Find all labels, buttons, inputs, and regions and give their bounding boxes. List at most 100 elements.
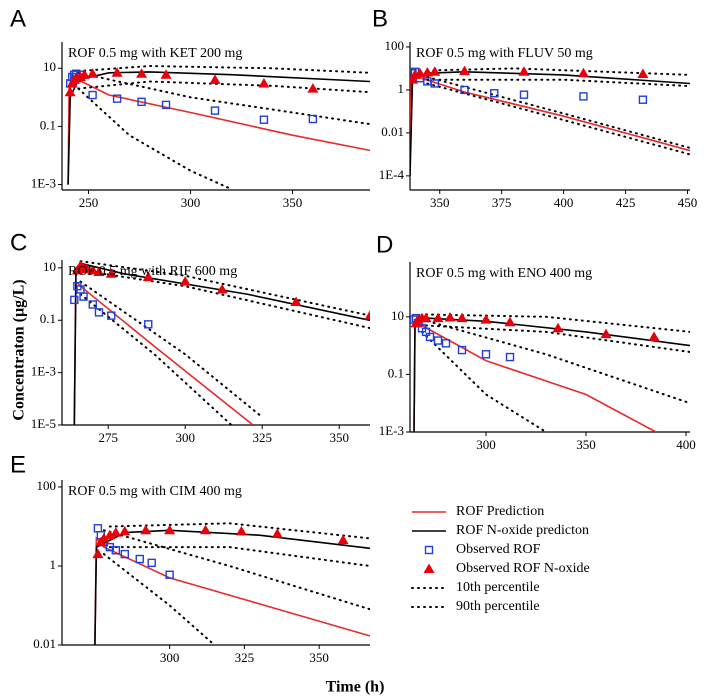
prediction-line <box>413 317 690 432</box>
panel-title: ROF 0.5 mg with FLUV 50 mg <box>416 46 593 61</box>
observed-rof <box>481 350 491 359</box>
observed-n-oxide <box>271 528 283 538</box>
panel-title: ROF 0.5 mg with CIM 400 mg <box>68 484 242 499</box>
y-tick-label: 1E-5 <box>31 416 56 431</box>
observed-n-oxide <box>600 328 612 339</box>
legend-label: ROF Prediction <box>456 504 544 519</box>
y-tick-label: 0.1 <box>40 311 56 326</box>
observed-n-oxide <box>111 67 123 77</box>
prediction-line <box>73 262 370 425</box>
legend-label: 10th percentile <box>456 580 540 595</box>
prediction-line <box>67 71 370 185</box>
observed-n-oxide <box>136 68 148 78</box>
observed-n-oxide <box>637 68 649 79</box>
y-tick-label: 10 <box>43 59 56 74</box>
percentile-line <box>426 67 690 149</box>
observed-rof <box>112 94 122 103</box>
panel: C 1E-5 1E-3 0.1 10 275 300 325 350 ROF 0.5 mg wit… <box>10 229 370 445</box>
observed-n-oxide <box>235 525 247 536</box>
x-tick-label: 300 <box>160 650 180 665</box>
observed-n-oxide <box>164 524 176 535</box>
y-tick-label: 0.01 <box>33 636 56 651</box>
x-tick-label: 400 <box>676 437 696 452</box>
y-tick-label: 100 <box>37 478 57 493</box>
observed-rof <box>70 295 79 305</box>
y-tick-label: 0.1 <box>388 365 404 380</box>
observed-n-oxide <box>421 66 433 77</box>
observed-rof <box>308 114 318 124</box>
y-tick-label: 10 <box>391 308 404 323</box>
percentile-line <box>421 313 690 405</box>
observed-n-oxide <box>364 310 370 320</box>
observed-rof <box>88 90 97 100</box>
observed-rof <box>433 336 443 345</box>
observed-rof <box>107 311 116 320</box>
plot-area <box>410 311 690 432</box>
legend-marker <box>424 545 434 555</box>
observed-rof <box>147 558 156 568</box>
x-tick-label: 275 <box>98 430 118 445</box>
observed-n-oxide <box>87 264 99 275</box>
observed-n-oxide <box>552 322 564 333</box>
observed-rof <box>111 546 121 555</box>
y-tick-label: 0.1 <box>40 117 56 132</box>
observed-rof <box>505 352 515 362</box>
observed-n-oxide <box>92 548 104 559</box>
prediction-line <box>94 536 370 645</box>
y-tick-label: 0.01 <box>381 124 404 139</box>
observed-n-oxide <box>93 266 105 276</box>
observed-n-oxide <box>414 67 426 78</box>
observed-n-oxide <box>179 276 191 286</box>
x-tick-label: 300 <box>181 195 201 210</box>
observed-n-oxide <box>432 312 444 323</box>
observed-n-oxide <box>429 66 441 76</box>
prediction-line <box>413 319 657 432</box>
observed-rof <box>441 339 451 348</box>
observed-rof <box>638 95 648 104</box>
prediction-line <box>67 73 370 185</box>
observed-n-oxide <box>420 312 432 323</box>
observed-rof <box>135 554 144 564</box>
panel-letter: B <box>372 5 388 32</box>
legend-label: Observed ROF <box>456 542 541 557</box>
observed-n-oxide <box>216 283 228 294</box>
plot-area <box>92 522 370 645</box>
prediction-line <box>94 529 370 645</box>
observed-rof <box>88 300 98 309</box>
percentile-line <box>79 269 370 425</box>
panel-letter: D <box>376 231 393 258</box>
observed-rof <box>430 79 439 88</box>
observed-n-oxide <box>337 534 349 545</box>
observed-n-oxide <box>504 316 516 327</box>
y-tick-label: 1E-3 <box>379 423 404 438</box>
observed-rof <box>161 100 171 110</box>
x-tick-label: 300 <box>175 430 195 445</box>
x-tick-label: 325 <box>235 650 255 665</box>
prediction-line <box>73 279 254 425</box>
panel: B 1E-4 0.01 1 100 350 375 400 425 450 ROF 0.5 mg w… <box>372 5 697 210</box>
x-tick-label: 325 <box>252 430 272 445</box>
observed-rof <box>137 97 146 107</box>
x-tick-label: 450 <box>678 195 698 210</box>
x-tick-label: 350 <box>576 437 596 452</box>
plot-area <box>70 260 370 425</box>
x-tick-label: 425 <box>616 195 636 210</box>
observed-n-oxide <box>140 524 152 535</box>
observed-rof <box>259 115 269 124</box>
panel-title: ROF 0.5 mg with ENO 400 mg <box>416 266 592 281</box>
legend-marker <box>423 563 435 573</box>
x-tick-label: 400 <box>554 195 574 210</box>
x-tick-label: 350 <box>329 430 349 445</box>
observed-rof <box>425 332 435 342</box>
observed-n-oxide <box>110 527 122 537</box>
observed-n-oxide <box>577 67 589 78</box>
y-tick-label: 1E-3 <box>31 364 56 379</box>
observed-rof <box>210 106 220 115</box>
observed-n-oxide <box>104 529 116 540</box>
x-tick-label: 350 <box>430 195 450 210</box>
observed-n-oxide <box>444 311 456 322</box>
observed-n-oxide <box>119 525 131 536</box>
panel-letter: E <box>10 451 26 478</box>
prediction-line <box>410 73 690 176</box>
